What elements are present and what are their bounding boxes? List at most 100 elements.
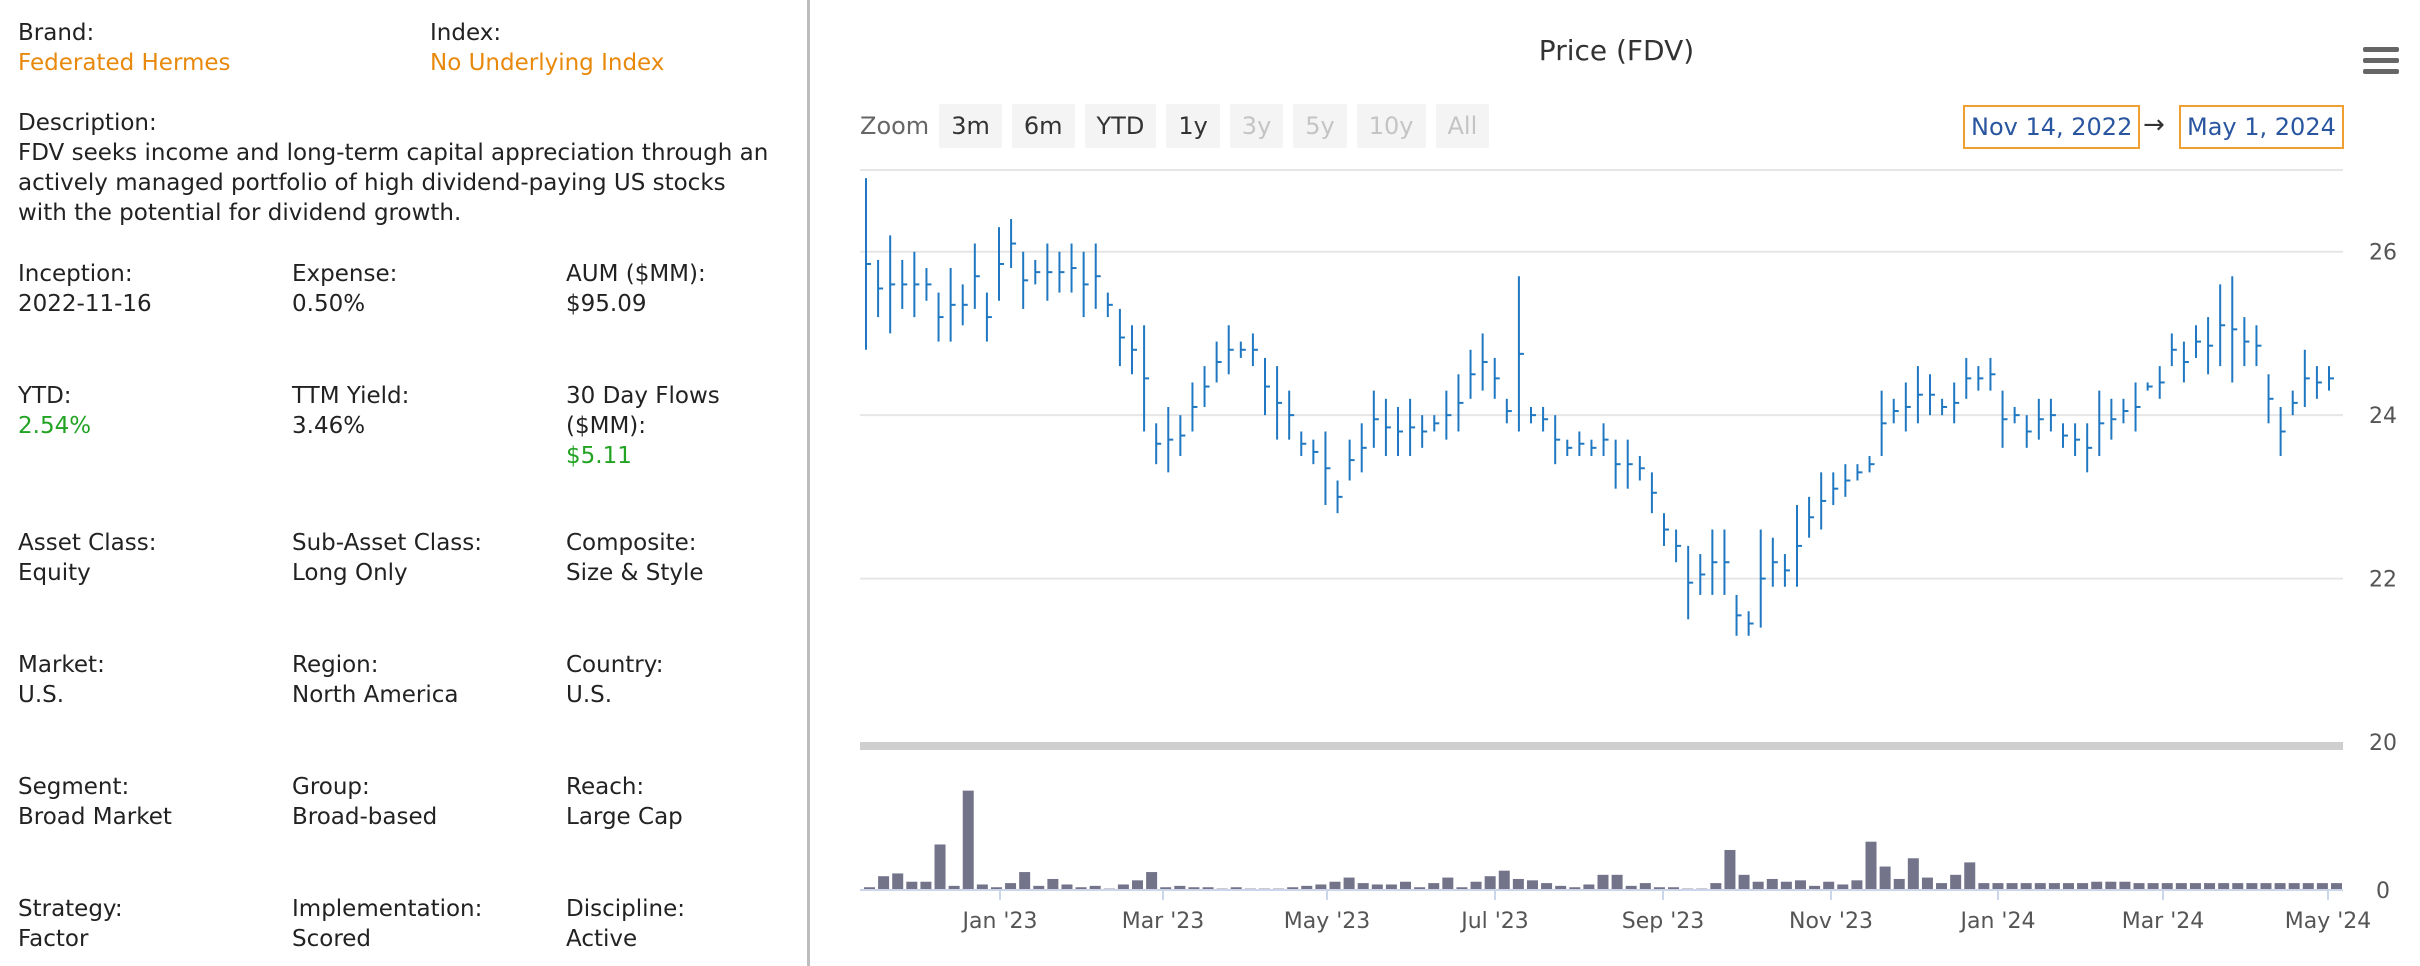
volume-bar (1639, 883, 1651, 890)
volume-bar (1033, 885, 1045, 890)
reach-field: Reach: Large Cap (566, 772, 683, 832)
volume-bar (2006, 883, 2018, 890)
asset-class-value: Equity (18, 560, 91, 586)
brand-value[interactable]: Federated Hermes (18, 50, 231, 76)
volume-bar (1724, 849, 1736, 890)
hamburger-menu-icon[interactable] (2363, 47, 2399, 75)
volume-bar (1371, 884, 1383, 890)
country-value: U.S. (566, 682, 613, 708)
volume-bar (1879, 866, 1891, 890)
volume-bar (1287, 887, 1299, 890)
zoom-3m-button[interactable]: 3m (939, 104, 1002, 148)
y-tick-label: 22 (2369, 568, 2397, 593)
volume-zero-label: 0 (2376, 879, 2390, 904)
volume-bar (1950, 874, 1962, 890)
volume-bar (2161, 883, 2173, 890)
x-tick-label: Jan '23 (961, 909, 1038, 934)
reach-value: Large Cap (566, 804, 683, 830)
volume-bar (1625, 885, 1637, 890)
implementation-value: Scored (292, 926, 372, 952)
segment-field: Segment: Broad Market (18, 772, 172, 832)
zoom-all-button[interactable]: All (1435, 104, 1490, 148)
volume-bar (1160, 887, 1172, 890)
volume-bar (1117, 884, 1129, 890)
volume-bar (948, 885, 960, 890)
range-from-input[interactable]: Nov 14, 2022 (1963, 105, 2141, 149)
volume-bar (1597, 874, 1609, 890)
volume-bar (1738, 874, 1750, 890)
volume-bar (2119, 881, 2131, 890)
volume-bar (2062, 883, 2074, 890)
volume-bar (1075, 887, 1087, 890)
volume-bar (2105, 881, 2117, 890)
volume-bar (1174, 885, 1186, 890)
sub-asset-class-field: Sub-Asset Class: Long Only (292, 528, 482, 588)
volume-bar (1047, 878, 1059, 890)
volume-bar (1498, 870, 1510, 890)
volume-bar (1794, 880, 1806, 890)
discipline-field: Discipline: Active (566, 894, 685, 954)
aum-label: AUM ($MM): (566, 261, 706, 287)
zoom-10y-button[interactable]: 10y (1356, 104, 1426, 148)
volume-bar (2260, 883, 2272, 890)
expense-label: Expense: (292, 261, 398, 287)
volume-bar (2302, 883, 2314, 890)
market-value: U.S. (18, 682, 65, 708)
strategy-field: Strategy: Factor (18, 894, 123, 954)
inception-value: 2022-11-16 (18, 291, 152, 317)
market-field: Market: U.S. (18, 650, 105, 710)
volume-bar (1569, 887, 1581, 890)
volume-bar (1668, 887, 1680, 890)
chart-title: Price (FDV) (1538, 34, 1695, 67)
volume-bar (1061, 884, 1073, 890)
zoom-3y-button[interactable]: 3y (1229, 104, 1284, 148)
sub-asset-class-label: Sub-Asset Class: (292, 530, 483, 556)
volume-bar (2091, 881, 2103, 890)
volume-bar (920, 881, 932, 890)
index-value[interactable]: No Underlying Index (430, 50, 665, 76)
ttm-yield-label: TTM Yield: (292, 383, 410, 409)
volume-bar (2274, 883, 2286, 890)
volume-bar (2204, 883, 2216, 890)
zoom-ytd-button[interactable]: YTD (1084, 104, 1157, 148)
zoom-1y-button[interactable]: 1y (1166, 104, 1220, 148)
volume-bar (2175, 883, 2187, 890)
volume-bar (1865, 841, 1877, 890)
ytd-field: YTD: 2.54% (18, 381, 91, 441)
reach-label: Reach: (566, 774, 645, 800)
x-tick-label: Mar '24 (2122, 909, 2205, 934)
discipline-value: Active (566, 926, 638, 952)
zoom-controls: Zoom 3m 6m YTD 1y 3y 5y 10y All (860, 104, 1499, 148)
country-field: Country: U.S. (566, 650, 663, 710)
volume-bar (2218, 883, 2230, 890)
flows-label-line1: 30 Day Flows (566, 383, 720, 409)
zoom-5y-button[interactable]: 5y (1293, 104, 1347, 148)
volume-bar (1780, 881, 1792, 890)
discipline-label: Discipline: (566, 896, 685, 922)
price-chart[interactable]: 26 24 22 20 0 Jan '23 Mar '23 May '23 Jul '23 Sep… (813, 0, 2420, 966)
implementation-field: Implementation: Scored (292, 894, 482, 954)
volume-bar (1978, 883, 1990, 890)
volume-bar (1512, 878, 1524, 890)
x-tick-label: Jan '24 (1959, 909, 2036, 934)
zoom-6m-button[interactable]: 6m (1011, 104, 1075, 148)
index-label: Index: (430, 20, 502, 46)
volume-bar (1329, 881, 1341, 890)
volume-bar (1766, 878, 1778, 890)
zoom-label: Zoom (860, 112, 930, 140)
description-text: FDV seeks income and long-term capital a… (18, 140, 769, 226)
brand-label: Brand: (18, 20, 95, 46)
volume-bar (1893, 878, 1905, 890)
x-tick-label: May '23 (1284, 909, 1371, 934)
aum-field: AUM ($MM): $95.09 (566, 259, 706, 319)
range-to-input[interactable]: May 1, 2024 (2179, 105, 2344, 149)
volume-bar (990, 887, 1002, 890)
flows-field: 30 Day Flows ($MM): $5.11 (566, 381, 720, 471)
volume-bar (1907, 858, 1919, 890)
asset-class-label: Asset Class: (18, 530, 157, 556)
flows-label-line2: ($MM): (566, 413, 647, 439)
volume-bar (2048, 883, 2060, 890)
volume-bar (2189, 883, 2201, 890)
x-tick-label: Jul '23 (1459, 909, 1529, 934)
volume-bar (1470, 881, 1482, 890)
